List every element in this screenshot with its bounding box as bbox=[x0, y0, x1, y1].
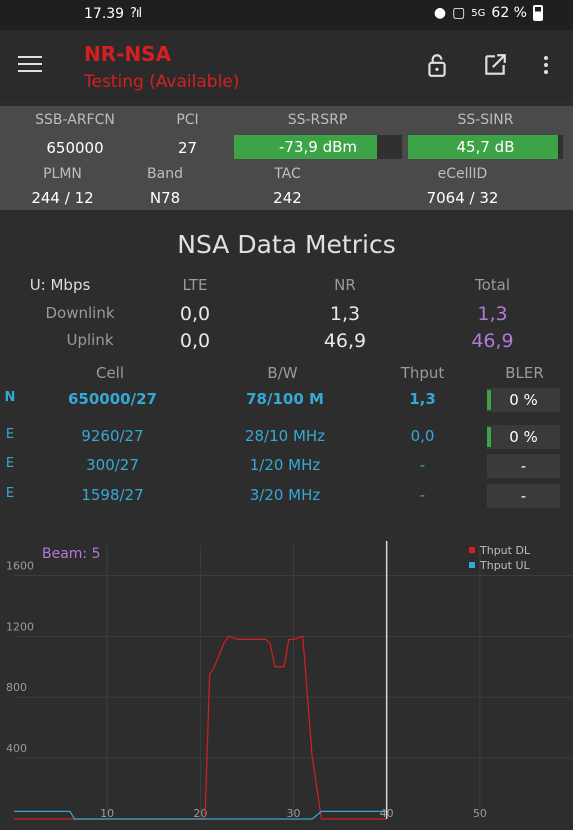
ss-sinr-label: SS-SINR bbox=[457, 112, 514, 128]
ss-rsrp-label: SS-RSRP bbox=[287, 112, 348, 128]
cell-throughput: - bbox=[419, 486, 426, 504]
bler-value: 0 % bbox=[509, 391, 538, 409]
ss-rsrp-fill bbox=[234, 135, 377, 159]
downlink-nr-value: 1,3 bbox=[329, 303, 361, 325]
lock-icon[interactable] bbox=[424, 52, 450, 78]
cell-bandwidth: 3/20 MHz bbox=[249, 486, 321, 504]
cell-bler: - bbox=[487, 454, 560, 478]
cell-type: E bbox=[5, 427, 15, 442]
series-line-dl bbox=[14, 635, 387, 820]
legend-label: Thput DL bbox=[479, 544, 531, 557]
ssb-arfcn-value: 650000 bbox=[46, 139, 104, 157]
unit-label: U: Mbps bbox=[29, 276, 91, 294]
tac-value: 242 bbox=[273, 189, 302, 207]
cell-bandwidth: 78/100 M bbox=[246, 390, 324, 408]
y-tick-label: 1600 bbox=[6, 559, 34, 572]
ss-rsrp-meter: -73,9 dBm bbox=[234, 135, 402, 159]
bler-value: 0 % bbox=[509, 428, 538, 446]
battery-icon bbox=[533, 5, 543, 21]
ssb-arfcn-label: SSB-ARFCN bbox=[35, 112, 115, 128]
open-external-icon[interactable] bbox=[482, 52, 508, 78]
tac-label: TAC bbox=[274, 166, 301, 182]
legend-label: Thput UL bbox=[479, 559, 531, 572]
lte-column-header: LTE bbox=[182, 276, 208, 294]
x-tick-label: 10 bbox=[100, 807, 114, 820]
cell-id: 650000/27 bbox=[68, 390, 157, 408]
ss-sinr-value: 45,7 dB bbox=[456, 138, 515, 156]
cell-id: 300/27 bbox=[86, 456, 139, 474]
more-options-icon[interactable] bbox=[534, 52, 558, 78]
downlink-lte-value: 0,0 bbox=[179, 303, 211, 325]
uplink-lte-value: 0,0 bbox=[179, 330, 211, 352]
bw-column-header: B/W bbox=[267, 364, 298, 382]
cell-bler: 0 % bbox=[487, 388, 560, 412]
total-column-header: Total bbox=[474, 276, 511, 294]
bler-indicator bbox=[487, 390, 491, 410]
bler-indicator bbox=[487, 427, 491, 447]
cell-id: 1598/27 bbox=[81, 486, 144, 504]
cell-bler: 0 % bbox=[487, 425, 560, 449]
ss-sinr-fill bbox=[408, 135, 559, 159]
y-tick-label: 1200 bbox=[6, 620, 34, 633]
plmn-label: PLMN bbox=[43, 166, 82, 182]
menu-icon[interactable] bbox=[18, 56, 42, 74]
ss-rsrp-value: -73,9 dBm bbox=[278, 138, 357, 156]
pci-value: 27 bbox=[177, 139, 198, 157]
bler-column-header: BLER bbox=[505, 364, 544, 382]
location-icon: ● bbox=[433, 5, 447, 21]
cell-throughput: 1,3 bbox=[409, 390, 436, 408]
ecellid-value: 7064 / 32 bbox=[426, 189, 499, 207]
plmn-value: 244 / 12 bbox=[31, 189, 94, 207]
cell-id: 9260/27 bbox=[81, 427, 144, 445]
bler-value: - bbox=[520, 457, 527, 475]
thput-column-header: Thput bbox=[400, 364, 445, 382]
series-line-ul bbox=[14, 810, 387, 820]
legend-swatch bbox=[469, 562, 475, 568]
network-type: 5G bbox=[471, 7, 486, 19]
app-title: NR-NSA bbox=[84, 42, 172, 66]
pci-label: PCI bbox=[176, 112, 199, 128]
cell-bandwidth: 1/20 MHz bbox=[249, 456, 321, 474]
battery-percent: 62 % bbox=[491, 5, 527, 21]
uplink-label: Uplink bbox=[66, 331, 114, 349]
cell-type: N bbox=[4, 390, 16, 405]
uplink-nr-value: 46,9 bbox=[323, 330, 367, 352]
cell-info-panel: SSB-ARFCN PCI SS-RSRP SS-SINR 650000 27 … bbox=[0, 106, 573, 210]
no-sim-icon: ▢ bbox=[452, 5, 466, 21]
metrics-title: NSA Data Metrics bbox=[177, 230, 396, 259]
x-tick-label: 20 bbox=[193, 807, 207, 820]
signal-icon: ?ıl bbox=[130, 6, 142, 21]
status-icons: ● ▢ 5G 62 % bbox=[434, 5, 543, 21]
status-bar: 17.39 ?ıl ● ▢ 5G 62 % bbox=[0, 0, 573, 30]
app-bar: NR-NSA Testing (Available) bbox=[0, 30, 573, 100]
nr-column-header: NR bbox=[334, 276, 356, 294]
cell-bler: - bbox=[487, 484, 560, 508]
beam-annotation: Beam: 5 bbox=[42, 546, 101, 562]
legend-swatch bbox=[469, 547, 475, 553]
cell-throughput: - bbox=[419, 456, 426, 474]
uplink-total-value: 46,9 bbox=[471, 330, 514, 352]
bler-value: - bbox=[520, 487, 527, 505]
band-value: N78 bbox=[149, 189, 181, 207]
cell-column-header: Cell bbox=[95, 364, 125, 382]
clock: 17.39 bbox=[84, 6, 125, 22]
ss-sinr-meter: 45,7 dB bbox=[408, 135, 563, 159]
cell-type: E bbox=[5, 456, 15, 471]
cell-bandwidth: 28/10 MHz bbox=[244, 427, 326, 445]
downlink-label: Downlink bbox=[45, 304, 115, 322]
x-tick-label: 30 bbox=[287, 807, 301, 820]
downlink-total-value: 1,3 bbox=[477, 303, 508, 325]
band-label: Band bbox=[147, 166, 183, 182]
y-tick-label: 800 bbox=[6, 681, 27, 694]
cell-throughput: 0,0 bbox=[410, 427, 435, 445]
ecellid-label: eCellID bbox=[437, 166, 488, 182]
x-tick-label: 50 bbox=[473, 807, 487, 820]
app-subtitle: Testing (Available) bbox=[84, 72, 240, 92]
y-tick-label: 400 bbox=[6, 742, 27, 755]
cell-type: E bbox=[5, 486, 15, 501]
